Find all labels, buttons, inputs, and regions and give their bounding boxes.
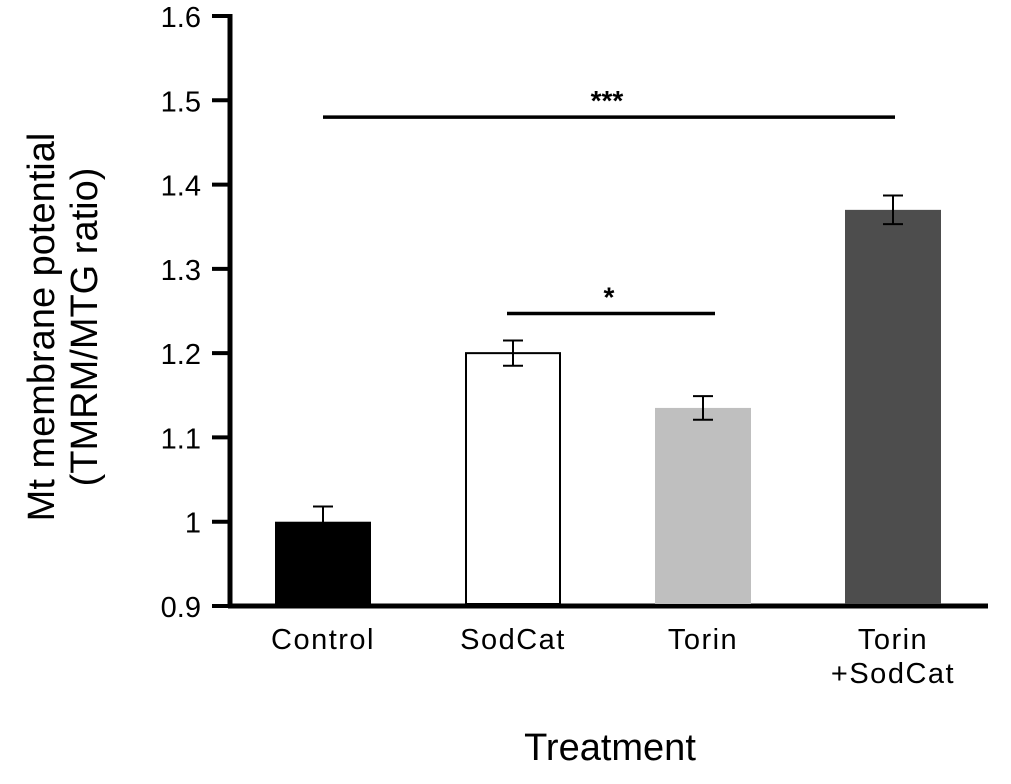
chart-axes [212,14,988,609]
bar [465,352,561,605]
y-tick-label: 0.9 [161,592,201,624]
y-axis-title: Mt membrane potential [21,133,63,522]
significance-annotations: **** [323,85,895,316]
x-tick-label: +SodCat [831,658,955,690]
chart-labels: 0.9 1 1.1 1.2 1.3 1.4 1.5 1.6 Control SodCat Torin… [21,2,955,769]
x-tick-label: Torin [858,624,928,656]
x-tick-label: Torin [668,624,738,656]
chart-bars [275,194,941,605]
y-tick-label: 1.3 [161,255,201,287]
bar [655,407,751,604]
bar [845,209,941,604]
significance-label: *** [591,85,624,116]
y-tick-label: 1.4 [161,171,201,203]
x-axis-title: Treatment [524,727,696,769]
y-tick-label: 1.6 [161,2,201,34]
significance-label: * [604,282,615,313]
y-axis-title: (TMRM/MTG ratio) [64,168,106,487]
y-tick-label: 1 [185,508,201,540]
y-tick-label: 1.5 [161,86,201,118]
y-tick-label: 1.1 [161,423,201,455]
x-tick-label: SodCat [460,624,566,656]
x-tick-label: Control [271,624,375,656]
y-tick-label: 1.2 [161,339,201,371]
